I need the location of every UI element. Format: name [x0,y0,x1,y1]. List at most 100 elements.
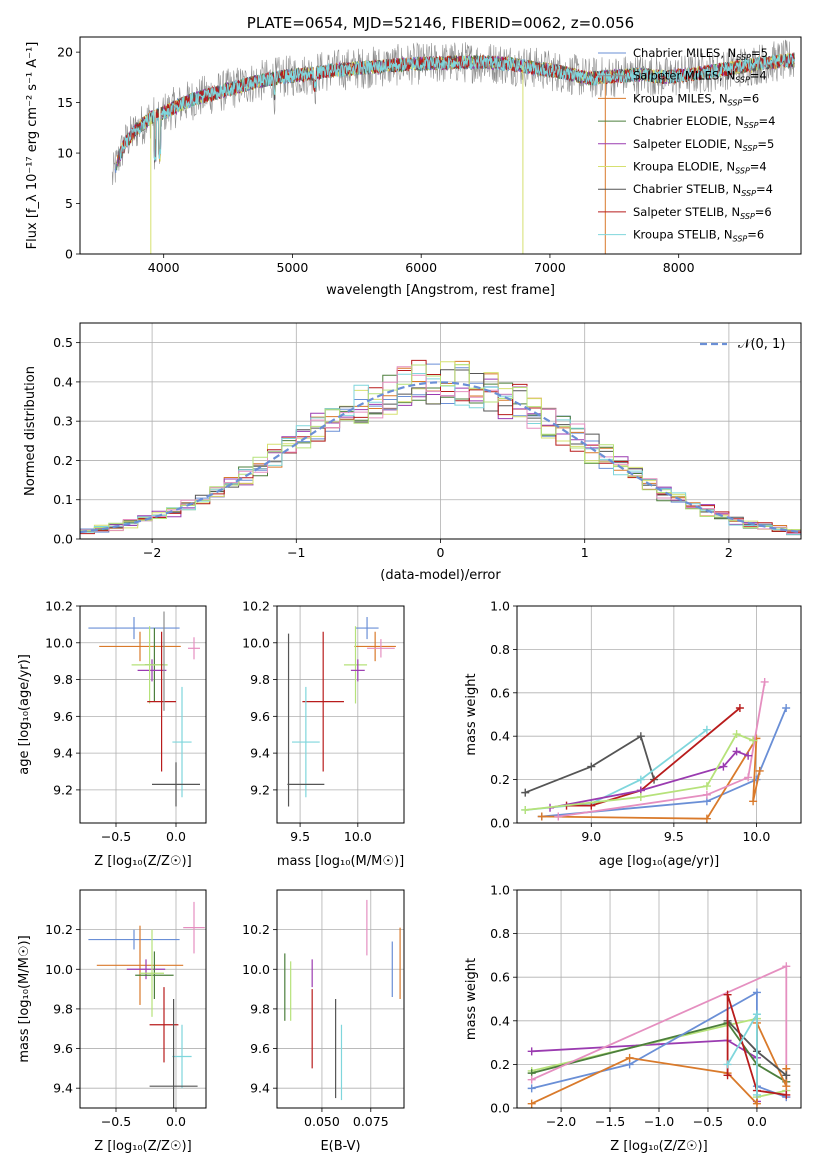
axes-massweight_vs_age: 9.0 9.5 10.0 0.0 0.2 0.4 0.6 0.8 1.0 age [log₁₀(a… [464,599,802,869]
legend-label: Kroupa ELODIE, N [633,160,735,174]
legend-suffix: =6 [742,91,759,105]
ticks-age_vs_mass: 9.5 10.0 9.2 9.4 9.6 9.8 10.0 10.2 [242,599,372,845]
legend-suffix: =4 [750,160,767,174]
legend-suffix: =6 [747,228,764,242]
plot-area-residuals [80,359,801,536]
x-tick-label: 0.0 [166,1114,186,1129]
x-tick-label: 1 [581,545,589,560]
axes-frame [79,322,802,540]
plot-area-spectrum [111,39,796,254]
x-axis-label: Z [log₁₀(Z/Z☉)] [94,854,191,869]
x-axis-label: E(B-V) [320,1139,360,1154]
series-line-2 [566,707,741,807]
y-tick-label: 0.5 [53,335,73,350]
x-axis-label: wavelength [Angstrom, rest frame] [326,283,555,298]
plot-area-age_vs_Z [88,611,200,807]
x-tick-label: 0.0 [166,829,186,844]
legend-subscript: SSP [743,144,758,153]
legend-entry: Salpeter STELIB, NSSP=6 [633,205,772,221]
series-marker [527,1075,536,1084]
legend-label: Kroupa MILES, N [633,91,728,105]
legend-subscript: SSP [740,212,755,221]
y-tick-label: 0.1 [53,492,73,507]
y-tick-label: 0.0 [53,532,73,547]
axes-mass_vs_Z: −0.5 0.0 9.4 9.6 9.8 10.0 10.2 Z [log₁₀(Z/Z☉)] m… [17,889,207,1154]
series-line-3 [541,707,787,818]
legend-entry: Kroupa ELODIE, NSSP=4 [633,160,767,176]
y-tick-label: 10.2 [45,599,73,614]
y-tick-label: 9.4 [250,1081,270,1096]
y-tick-label: 1.0 [490,883,510,898]
series-marker [636,775,645,784]
x-tick-label: −1.0 [644,1114,674,1129]
y-tick-label: 0.8 [490,642,510,657]
series-line-5 [558,681,766,818]
plot-area-mass_vs_Z [88,901,205,1108]
series-marker [782,1082,791,1091]
axes-frame [516,605,802,824]
x-tick-label: −2.0 [546,1114,576,1129]
series-marker [702,782,711,791]
y-axis-label: mass weight [464,958,479,1040]
y-tick-label: 9.4 [250,746,270,761]
plot-area-mass_vs_EBV [284,899,401,1101]
legend-label: Salpeter MILES, N [633,69,735,83]
x-tick-label: 9.0 [581,829,601,844]
legend-subscript: SSP [741,189,756,198]
legend-entry: Salpeter ELODIE, NSSP=5 [633,137,774,153]
x-tick-label: −1.5 [595,1114,625,1129]
y-tick-label: 0.0 [490,816,510,831]
y-tick-label: 0.4 [53,374,73,389]
normal-curve [80,381,801,534]
histogram-series-9 [80,364,801,532]
series-marker [625,1053,634,1062]
series-marker [527,1047,536,1056]
legend-suffix: =4 [759,114,776,128]
y-tick-label: 0.3 [53,414,73,429]
series-marker [782,1071,791,1080]
axes-frame [79,889,207,1109]
series-marker [782,703,791,712]
series-marker [702,725,711,734]
series-marker [735,703,744,712]
ticks-mass_vs_EBV: 0.050 0.075 9.4 9.6 9.8 10.0 10.2 [242,922,389,1129]
x-tick-label: −0.5 [101,829,131,844]
y-tick-label: 0.2 [490,772,510,787]
x-tick-label: 7000 [534,260,566,275]
ticks-massweight_vs_Z: −2.0 −1.5 −1.0 −0.5 0.0 0.0 0.2 0.4 0.6 0.8 1.0 [490,883,767,1130]
x-tick-label: 6000 [405,260,437,275]
y-tick-label: 0.6 [490,685,510,700]
plot-area-age_vs_mass [287,617,396,807]
x-tick-label: 4000 [148,260,180,275]
series-marker [723,990,732,999]
axes-frame [276,889,405,1109]
series-marker [587,762,596,771]
x-tick-label: −0.5 [693,1114,723,1129]
x-tick-label: 0.075 [353,1114,389,1129]
legend-label: Salpeter STELIB, N [633,205,740,219]
ticks-spectrum: 4000 5000 6000 7000 8000 0 5 10 15 20 [57,45,695,275]
legend-suffix: =5 [757,137,774,151]
y-tick-label: 9.6 [250,709,270,724]
legend-suffix: =6 [755,205,772,219]
y-tick-label: 10.0 [45,962,73,977]
series-line-0 [531,1039,758,1102]
legend-subscript: SSP [733,235,748,244]
axes-mass_vs_EBV: 0.050 0.075 9.4 9.6 9.8 10.0 10.2 E(B-V) [242,889,405,1154]
series-marker [636,732,645,741]
y-tick-label: 10.0 [45,635,73,650]
x-tick-label: 0.050 [304,1114,340,1129]
legend-suffix: =4 [756,182,773,196]
x-tick-label: 9.5 [664,829,684,844]
ticks-massweight_vs_age: 9.0 9.5 10.0 0.0 0.2 0.4 0.6 0.8 1.0 [490,599,770,845]
legend-label: Chabrier MILES, N [633,46,736,60]
series-marker [782,1090,791,1099]
x-tick-label: 10.0 [344,829,372,844]
y-axis-label: mass [log₁₀(M/M☉)] [17,935,32,1062]
y-tick-label: 10.2 [242,599,270,614]
series-line-7 [726,994,787,1096]
series-marker [744,773,753,782]
axes-residuals: −2 −1 0 1 2 0.0 0.1 0.2 0.3 0.4 0.5 (data-model)/er… [23,322,802,583]
x-tick-label: 9.5 [290,829,310,844]
series-marker [702,790,711,799]
